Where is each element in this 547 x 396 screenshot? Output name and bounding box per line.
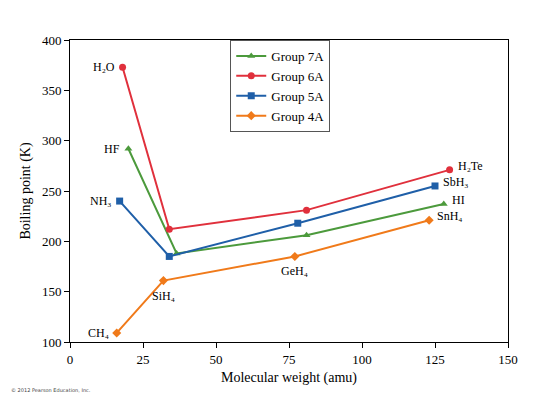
svg-text:SiH₄: SiH₄ (152, 289, 175, 303)
svg-text:HF: HF (104, 142, 120, 156)
svg-text:250: 250 (42, 184, 62, 199)
svg-text:H₂O: H₂O (93, 60, 115, 74)
svg-text:100: 100 (42, 335, 62, 350)
svg-text:H₂Te: H₂Te (458, 159, 483, 173)
svg-text:100: 100 (352, 352, 372, 367)
svg-text:CH₄: CH₄ (88, 326, 109, 340)
svg-text:SbH₃: SbH₃ (443, 175, 469, 189)
svg-text:150: 150 (498, 352, 518, 367)
svg-text:Group 6A: Group 6A (271, 69, 324, 84)
svg-text:© 2012 Pearson Education, Inc.: © 2012 Pearson Education, Inc. (11, 387, 91, 393)
svg-text:Group 5A: Group 5A (271, 89, 324, 104)
svg-text:150: 150 (42, 284, 62, 299)
svg-text:300: 300 (42, 133, 62, 148)
svg-text:125: 125 (425, 352, 445, 367)
svg-text:350: 350 (42, 83, 62, 98)
svg-text:SnH₄: SnH₄ (437, 209, 463, 223)
svg-text:0: 0 (67, 352, 74, 367)
svg-text:50: 50 (210, 352, 223, 367)
svg-text:Molecular weight (amu): Molecular weight (amu) (221, 370, 357, 386)
svg-text:400: 400 (42, 33, 62, 48)
svg-text:25: 25 (137, 352, 150, 367)
svg-text:NH₃: NH₃ (90, 194, 112, 208)
svg-text:HI: HI (452, 193, 465, 207)
svg-text:Group 7A: Group 7A (271, 49, 324, 64)
svg-text:GeH₄: GeH₄ (281, 264, 308, 278)
svg-text:200: 200 (42, 234, 62, 249)
svg-text:Group 4A: Group 4A (271, 109, 324, 124)
svg-text:Boiling point (K): Boiling point (K) (18, 142, 34, 240)
svg-text:75: 75 (283, 352, 296, 367)
